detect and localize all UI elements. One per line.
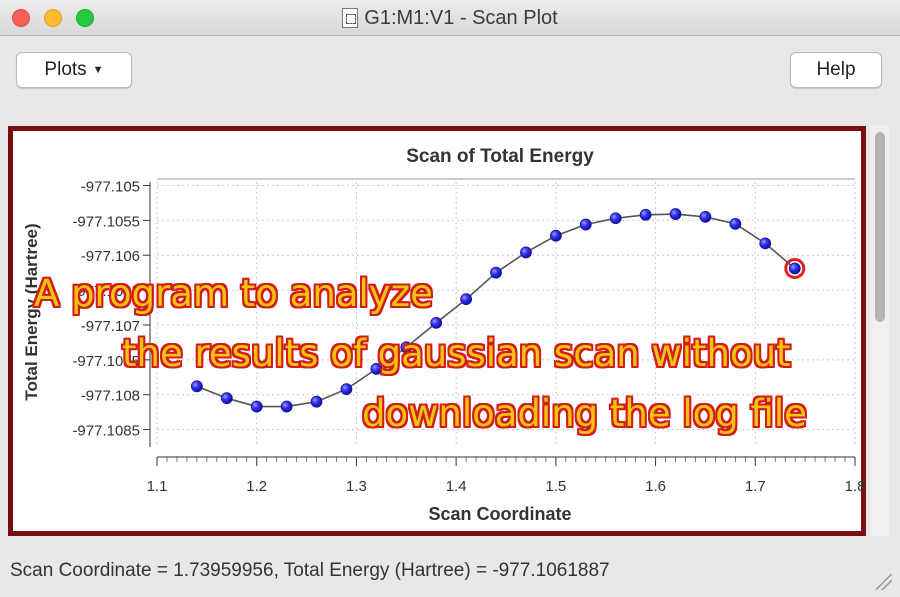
data-point[interactable] [609,212,622,225]
x-axis-label: Scan Coordinate [428,504,571,524]
data-point[interactable] [490,266,502,279]
axes [143,182,856,466]
plots-label: Plots [44,59,87,80]
data-point[interactable] [340,383,353,396]
help-button[interactable]: Help [790,52,882,88]
x-tick-label: 1.5 [545,478,566,495]
data-point[interactable] [759,237,772,250]
data-point[interactable] [370,362,383,375]
y-tick-label: -977.105 [81,178,140,195]
x-tick-label: 1.4 [446,478,467,495]
y-tick-label: -977.1055 [72,213,140,230]
minimize-window-button[interactable] [44,9,62,27]
data-point[interactable] [220,392,233,405]
y-tick-label: -977.1085 [72,423,140,440]
data-point[interactable] [579,218,592,231]
x-tick-label: 1.3 [346,478,367,495]
y-axis-label: Total Energy (Hartree) [22,223,41,400]
data-points[interactable] [190,208,806,413]
title-bar: G1:M1:V1 - Scan Plot [0,0,900,36]
help-label: Help [816,59,856,80]
x-tick-label: 1.2 [246,478,267,495]
selected-point-ring [784,257,806,279]
y-tick-label: -977.1075 [72,353,140,370]
data-point[interactable] [280,400,293,413]
y-tick-labels: -977.105 -977.1055 -977.106 -977.1065 -977.1… [72,178,140,439]
data-point[interactable] [310,395,323,408]
data-point[interactable] [788,262,801,275]
plot-frame [8,126,866,536]
data-point[interactable] [460,293,473,306]
resize-grip-icon[interactable] [876,574,892,590]
data-point[interactable] [400,341,413,354]
zoom-window-button[interactable] [76,9,94,27]
y-tick-label: -977.106 [81,248,140,265]
data-point[interactable] [729,217,742,230]
y-tick-label: -977.108 [81,388,140,405]
data-point[interactable] [699,210,712,223]
series-line [196,213,796,408]
x-tick-label: 1.8 [845,478,866,495]
data-point[interactable] [669,208,682,220]
document-icon [342,8,359,28]
window-title: G1:M1:V1 - Scan Plot [364,6,558,29]
y-tick-label: -977.107 [81,318,140,335]
plots-dropdown-button[interactable]: Plots ▼ [16,52,132,88]
x-tick-label: 1.6 [645,478,666,495]
chart-title: Scan of Total Energy [406,146,594,167]
data-point[interactable] [639,208,652,221]
x-tick-label: 1.7 [745,478,766,495]
scroll-thumb[interactable] [875,132,885,322]
vertical-scrollbar[interactable] [871,126,889,536]
close-window-button[interactable] [12,9,30,27]
window-title-group: G1:M1:V1 - Scan Plot [0,0,900,36]
data-point[interactable] [520,246,532,259]
data-point[interactable] [549,229,562,242]
y-tick-label: -977.1065 [72,283,140,300]
x-tick-label: 1.1 [147,478,168,495]
status-readout: Scan Coordinate = 1.73959956, Total Ener… [10,560,610,581]
plot-top-border [157,178,855,180]
x-tick-labels: 1.1 1.2 1.3 1.4 1.5 1.6 1.7 1.8 [147,478,866,495]
data-point[interactable] [250,400,263,413]
data-point[interactable] [190,380,203,393]
caret-down-icon: ▼ [92,64,104,76]
data-point[interactable] [430,316,443,329]
